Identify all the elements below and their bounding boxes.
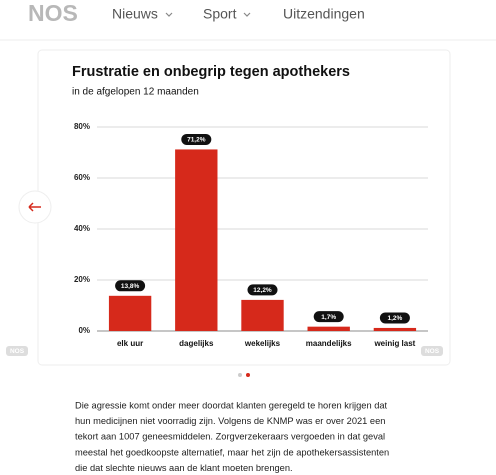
x-tick-label: elk uur xyxy=(117,339,143,348)
bar xyxy=(108,295,152,331)
article-text: hun medicijnen niet voorradig zijn. Volg… xyxy=(75,416,385,426)
x-tick-label: maandelijks xyxy=(306,339,352,348)
watermark-badge xyxy=(6,346,28,356)
x-tick-label: wekelijks xyxy=(244,339,281,348)
logo[interactable]: NOS xyxy=(28,0,78,26)
arrow-icon xyxy=(28,202,41,212)
y-tick-label: 80% xyxy=(74,122,90,131)
nav-item[interactable]: Nieuws xyxy=(112,6,158,22)
value-label-pill xyxy=(247,284,278,296)
bar xyxy=(307,326,350,331)
value-label-pill xyxy=(379,312,410,324)
value-label-pill xyxy=(115,280,146,292)
nav-item[interactable]: Uitzendingen xyxy=(283,6,365,22)
chevron xyxy=(165,12,173,17)
carousel-dot[interactable] xyxy=(246,373,250,377)
chart-title: Frustratie en onbegrip tegen apothekers xyxy=(72,64,350,80)
y-tick-label: 0% xyxy=(78,326,90,335)
article-text: tekort aan 1007 geneesmiddelen. Zorgverz… xyxy=(75,432,385,442)
nav-item[interactable]: Sport xyxy=(203,6,237,22)
y-tick-label: 40% xyxy=(74,224,90,233)
article-text: meestal het goedkoopste alternatief, maa… xyxy=(75,447,389,457)
y-tick-label: 60% xyxy=(74,173,90,182)
carousel-dot[interactable] xyxy=(238,373,242,377)
watermark-badge xyxy=(421,346,443,356)
value-label: 12,2% xyxy=(253,287,272,294)
article-text: die dat slechte nieuws aan de klant moet… xyxy=(75,463,293,473)
value-label: 1,2% xyxy=(387,315,402,322)
value-label: 1,7% xyxy=(321,314,336,321)
value-label: 13,8% xyxy=(121,283,140,290)
chevron xyxy=(243,12,251,17)
value-label: 71,2% xyxy=(187,137,206,144)
article-text: Die agressie komt onder meer doordat kla… xyxy=(75,400,388,410)
y-tick-label: 20% xyxy=(74,275,90,284)
value-label-pill xyxy=(181,133,212,145)
value-label-pill xyxy=(313,311,344,323)
bar xyxy=(175,149,218,331)
x-tick-label: dagelijks xyxy=(179,339,214,348)
chart-subtitle: in de afgelopen 12 maanden xyxy=(72,87,199,98)
watermark: NOS xyxy=(425,348,440,355)
bar xyxy=(373,327,417,331)
x-tick-label: weinig last xyxy=(373,339,415,348)
watermark: NOS xyxy=(10,348,25,355)
bar xyxy=(241,299,284,331)
